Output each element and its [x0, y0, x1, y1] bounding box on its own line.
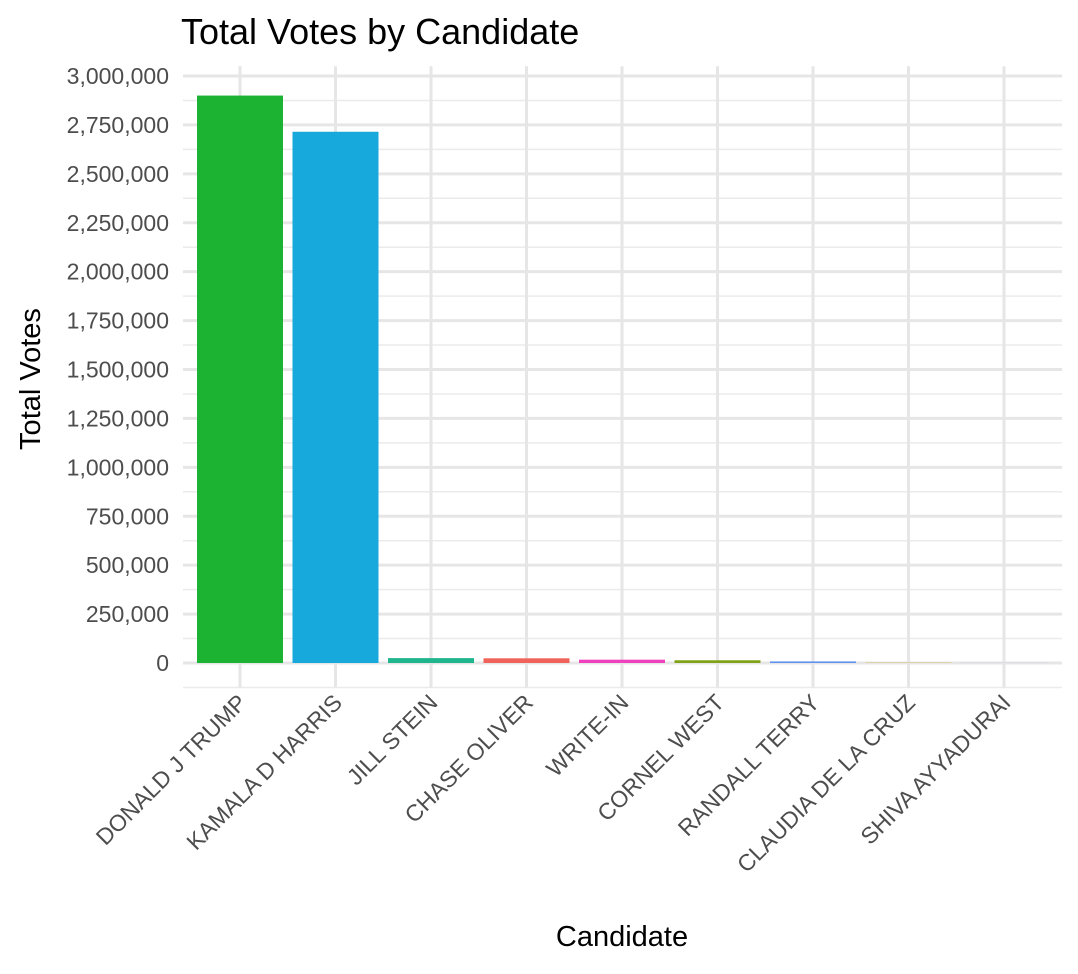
y-tick-label: 2,000,000	[67, 259, 169, 285]
y-tick-label: 2,750,000	[67, 112, 169, 138]
y-tick-label: 2,500,000	[67, 161, 169, 187]
bar	[293, 132, 379, 663]
y-axis-title: Total Votes	[15, 308, 47, 450]
y-tick-label: 1,750,000	[67, 308, 169, 334]
bar	[484, 658, 570, 663]
y-tick-label: 3,000,000	[67, 63, 169, 89]
x-axis-title: Candidate	[556, 921, 688, 953]
y-tick-label: 1,000,000	[67, 454, 169, 480]
y-tick-label: 250,000	[86, 601, 169, 627]
y-tick-label: 1,250,000	[67, 405, 169, 431]
x-tick-label: CLAUDIA DE LA CRUZ	[732, 689, 920, 877]
y-tick-label: 1,500,000	[67, 357, 169, 383]
y-tick-label: 2,250,000	[67, 210, 169, 236]
bar	[197, 96, 283, 663]
x-tick-label: WRITE-IN	[541, 689, 633, 781]
bar	[675, 660, 761, 663]
bar	[388, 658, 474, 663]
chart-title: Total Votes by Candidate	[181, 11, 579, 52]
x-tick-label: JILL STEIN	[342, 689, 443, 790]
y-tick-label: 750,000	[86, 503, 169, 529]
y-tick-label: 500,000	[86, 552, 169, 578]
bar	[579, 660, 665, 663]
y-tick-label: 0	[156, 650, 169, 676]
bar	[770, 661, 856, 663]
x-tick-label: KAMALA D HARRIS	[181, 689, 347, 855]
y-axis-ticks: 0 250,000 500,000 750,000 1,000,000 1,250,000…	[67, 63, 169, 676]
